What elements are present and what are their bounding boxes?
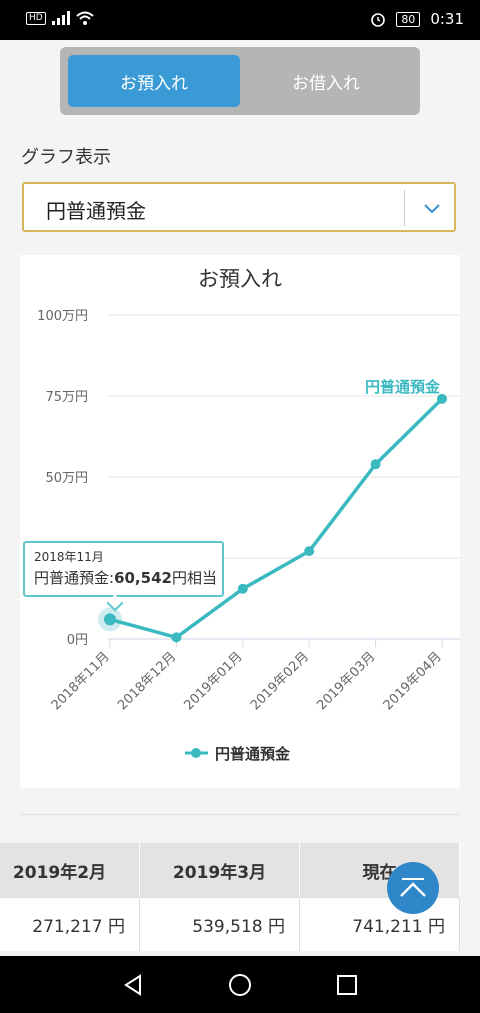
- data-point: [237, 583, 248, 594]
- scroll-to-top-button[interactable]: [387, 862, 439, 914]
- graph-display-label: グラフ表示: [21, 147, 111, 168]
- series-end-label: 円普通預金: [365, 378, 441, 396]
- tooltip-date: 2018年11月: [34, 550, 104, 564]
- wifi-icon: [76, 11, 94, 25]
- alarm-icon: [371, 13, 386, 27]
- x-tick-label: 2019年03月: [314, 649, 378, 713]
- table-cell: 539,518 円: [140, 897, 300, 951]
- x-tick-label: 2018年12月: [115, 649, 179, 713]
- data-point: [370, 459, 381, 470]
- navigation-bar: [0, 956, 480, 1013]
- y-tick-label: 75万円: [45, 390, 88, 405]
- deposit-loan-toggle: お預入れ お借入れ: [60, 47, 420, 115]
- recents-icon[interactable]: [335, 973, 359, 997]
- series-line: [109, 397, 444, 640]
- table-header: 2019年3月: [140, 843, 300, 897]
- y-tick-label: 100万円: [37, 309, 88, 324]
- data-point: [304, 546, 315, 557]
- x-tick-label: 2018年11月: [49, 649, 113, 713]
- x-tick-label: 2019年04月: [381, 649, 445, 713]
- tooltip-series-name: 円普通預金:: [34, 569, 115, 587]
- hd-badge: HD: [26, 11, 46, 25]
- home-icon[interactable]: [228, 973, 252, 997]
- select-value: 円普通預金: [46, 199, 146, 223]
- chart-title: お預入れ: [198, 267, 282, 291]
- legend-marker: [191, 748, 201, 758]
- x-tick-label: 2019年01月: [182, 649, 246, 713]
- data-tooltip: 2018年11月 円普通預金:60,542円相当: [23, 541, 224, 612]
- balance-table: 2019年2月 2019年3月 現在 271,217 円 539,518 円 7…: [0, 843, 460, 958]
- account-type-select[interactable]: 円普通預金: [22, 182, 456, 232]
- tooltip-series: 円普通預金:60,542円相当: [34, 567, 217, 588]
- back-icon[interactable]: [121, 973, 145, 997]
- y-tick-label: 0円: [67, 633, 88, 648]
- battery-indicator: 80: [396, 11, 421, 27]
- select-divider: [404, 190, 405, 226]
- tooltip-suffix: 円相当: [171, 569, 217, 587]
- chart-panel: お預入れ 0円 50万円 75万円 100万円 2018年11月 2018年12月 201…: [20, 255, 460, 788]
- x-tick-label: 2019年02月: [248, 649, 312, 713]
- data-point: [171, 632, 182, 643]
- signal-icon: [51, 11, 70, 25]
- chevron-up-icon: [400, 878, 426, 897]
- tab-loan[interactable]: お借入れ: [240, 55, 412, 107]
- status-bar: HD 80 0:31: [0, 0, 480, 40]
- data-point: [437, 393, 447, 404]
- section-divider: [20, 814, 460, 815]
- legend-label: 円普通預金: [215, 745, 291, 763]
- y-tick-label: 50万円: [45, 471, 88, 486]
- table-cell: 271,217 円: [0, 897, 140, 951]
- tab-deposit[interactable]: お預入れ: [68, 55, 240, 107]
- data-point: [104, 613, 116, 626]
- table-header: 2019年2月: [0, 843, 140, 897]
- clock: 0:31: [430, 10, 464, 28]
- tooltip-value: 60,542: [114, 569, 172, 587]
- table-cell: 741,211 円: [300, 897, 460, 951]
- chevron-down-icon: [424, 204, 440, 214]
